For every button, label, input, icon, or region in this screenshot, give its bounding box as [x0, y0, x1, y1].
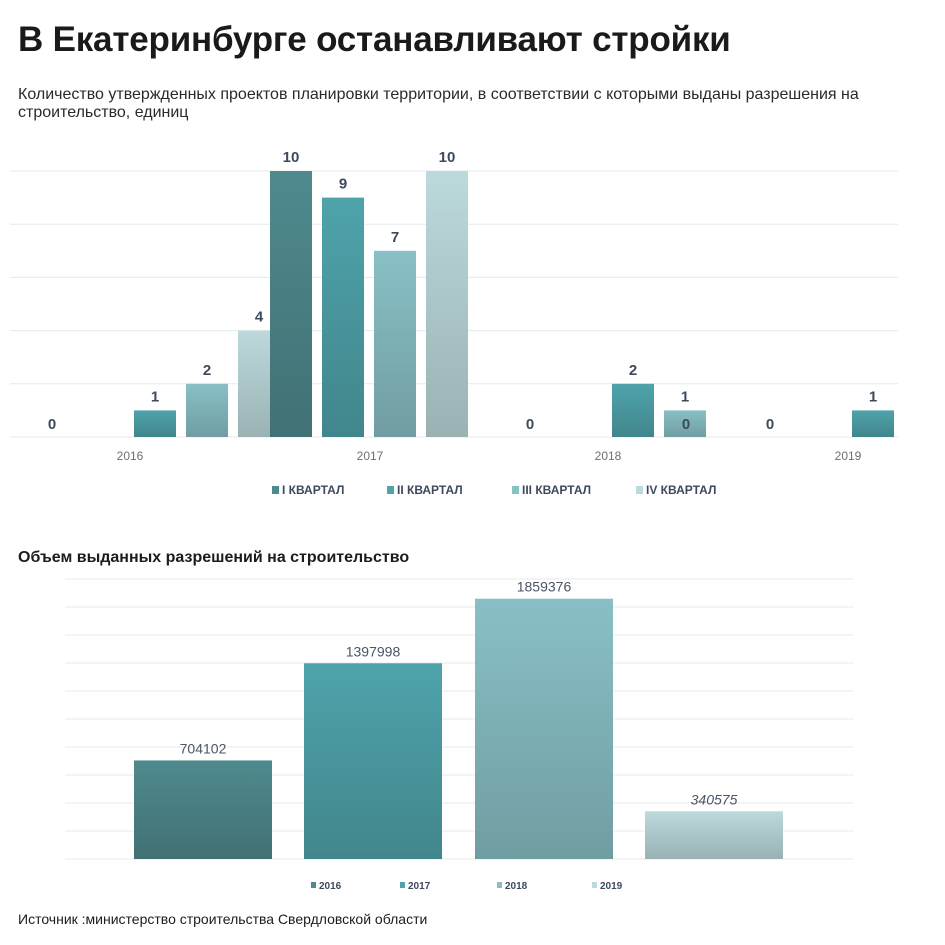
x-tick-label: 2017 — [357, 449, 384, 463]
legend-label: 2017 — [408, 881, 431, 892]
legend-swatch — [636, 486, 643, 494]
legend-label: III КВАРТАЛ — [522, 483, 591, 497]
bar-value-label: 1397998 — [346, 643, 401, 659]
bar — [270, 171, 312, 437]
chart1-subtitle: Количество утвержденных проектов планиро… — [18, 86, 859, 121]
bar-value-label: 1 — [869, 388, 877, 405]
bar-value-label: 704102 — [180, 740, 227, 756]
legend-label: IV КВАРТАЛ — [646, 483, 716, 497]
bar — [475, 598, 613, 859]
legend-swatch — [272, 486, 279, 494]
bar — [134, 410, 176, 437]
bar-value-label: 4 — [255, 309, 264, 326]
legend-swatch — [400, 882, 405, 888]
page-title: В Екатеринбурге останавливают стройки — [18, 20, 731, 59]
bar-value-label: 0 — [48, 416, 56, 433]
source-note: Источник :министерство строительства Све… — [18, 911, 428, 927]
bar-value-label: 1 — [681, 388, 689, 405]
x-tick-label: 2019 — [835, 449, 862, 463]
bar — [304, 663, 442, 859]
bar — [612, 383, 654, 437]
bar — [322, 197, 364, 437]
bar-value-label: 2 — [203, 362, 211, 379]
bar-value-label: 0 — [682, 416, 690, 433]
bar — [134, 760, 272, 859]
legend-label: 2018 — [505, 881, 528, 892]
legend-swatch — [311, 882, 316, 888]
x-tick-label: 2018 — [595, 449, 622, 463]
bar-value-label: 0 — [766, 416, 774, 433]
x-tick-label: 2016 — [117, 449, 144, 463]
legend-swatch — [592, 882, 597, 888]
chart2-title: Объем выданных разрешений на строительст… — [18, 549, 410, 566]
bar — [645, 811, 783, 859]
bar-value-label: 1 — [151, 388, 159, 405]
legend-label: 2016 — [319, 881, 342, 892]
legend-label: II КВАРТАЛ — [397, 483, 463, 497]
bar-value-label: 10 — [283, 149, 300, 166]
bar-value-label: 2 — [629, 362, 637, 379]
bar-value-label: 7 — [391, 229, 399, 246]
bar-value-label: 10 — [439, 149, 456, 166]
bar — [374, 250, 416, 437]
legend-swatch — [512, 486, 519, 494]
bar — [852, 410, 894, 437]
permits-volume-chart: 704102 1397998 1859376 340575 2016 2017 2018 20… — [65, 578, 853, 892]
bar — [186, 383, 228, 437]
bar — [426, 171, 468, 437]
bar-value-label: 0 — [526, 416, 534, 433]
bar-value-label: 9 — [339, 176, 347, 193]
bar — [664, 410, 706, 437]
legend-label: 2019 — [600, 881, 623, 892]
bar-value-label: 1859376 — [517, 579, 572, 595]
legend-label: I КВАРТАЛ — [282, 483, 344, 497]
legend-swatch — [497, 882, 502, 888]
legend-swatch — [387, 486, 394, 494]
bar-value-label: 340575 — [691, 791, 738, 807]
